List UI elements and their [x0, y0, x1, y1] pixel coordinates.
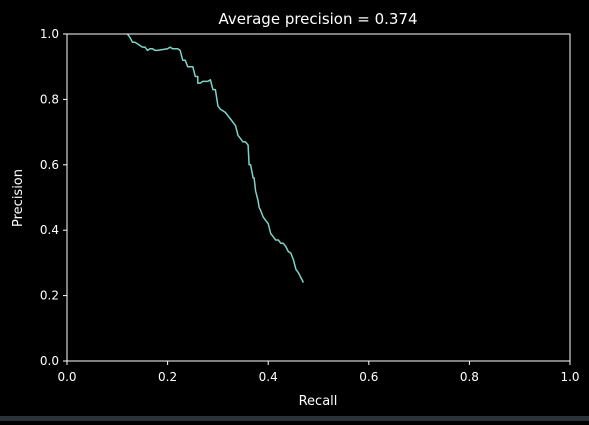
x-tick-label: 0.6	[359, 370, 378, 384]
y-tick-label: 1.0	[40, 27, 59, 41]
chart-title: Average precision = 0.374	[218, 10, 417, 28]
axes-frame	[66, 33, 571, 362]
x-tick-label: 0.4	[259, 370, 278, 384]
curve-layer	[126, 33, 305, 283]
y-axis-label: Precision	[11, 169, 26, 227]
pr-curve-line	[126, 33, 305, 283]
x-tick-label: 0.2	[158, 370, 177, 384]
y-tick-label: 0.8	[40, 92, 59, 106]
y-tick-label: 0.2	[40, 289, 59, 303]
x-tick-label: 1.0	[560, 370, 579, 384]
axes-layer	[66, 33, 571, 362]
x-axis-label: Recall	[299, 394, 338, 409]
y-tick-label: 0.4	[40, 223, 59, 237]
window-bottom-strip	[0, 416, 589, 421]
x-tick-label: 0.0	[57, 370, 76, 384]
y-tick-label: 0.6	[40, 158, 59, 172]
tick-layer: 0.0 0.2 0.4 0.6 0.8 1.0 0.0 0.2 0.4 0.6 0.8 1.0	[40, 27, 580, 384]
x-tick-label: 0.8	[460, 370, 479, 384]
y-tick-label: 0.0	[40, 354, 59, 368]
